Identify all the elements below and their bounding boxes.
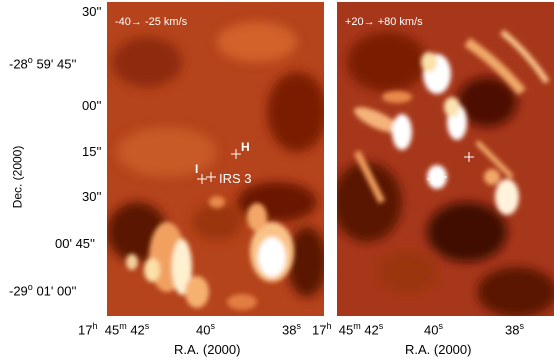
velocity-label-left: -40→ -25 km/s: [115, 16, 188, 28]
x-tick-left-40s: 40s: [196, 321, 215, 338]
velocity-label-right: +20→ +80 km/s: [345, 16, 423, 28]
y-tick-29-01-00: -29o 01' 00'': [9, 282, 77, 299]
map-panel-right: +20→ +80 km/s: [337, 2, 554, 316]
y-tick-15: 15'': [82, 144, 102, 159]
x-tick-right-38s: 38s: [505, 321, 524, 338]
source-crosses-left: [197, 149, 241, 184]
x-axis-title-right: R.A. (2000): [405, 342, 472, 357]
y-tick-00: 00'': [82, 98, 102, 113]
emission-map-left: [107, 2, 324, 316]
y-tick-30b: 30'': [82, 189, 102, 204]
x-axis-title-left: R.A. (2000): [174, 342, 241, 357]
marker-label-irs3: IRS 3: [219, 171, 252, 186]
x-tick-right-40s: 40s: [424, 321, 443, 338]
y-axis-title: Dec. (2000): [10, 145, 25, 209]
marker-label-i: I: [195, 162, 199, 176]
y-tick-30: 30'': [82, 4, 102, 19]
source-crosses-right: [427, 152, 474, 184]
x-tick-left-38s: 38s: [282, 321, 301, 338]
y-tick-28-59-45: -28o 59' 45'': [9, 55, 77, 72]
y-tick-00-45: 00' 45'': [55, 236, 96, 251]
marker-label-h: H: [241, 140, 250, 154]
map-panel-left: -40→ -25 km/s H I IRS 3: [107, 2, 324, 316]
emission-map-right: [337, 2, 554, 316]
x-ticks-right: 17h 45m 42s: [312, 321, 384, 338]
x-ticks-left: 17h 45m 42s: [78, 321, 150, 338]
